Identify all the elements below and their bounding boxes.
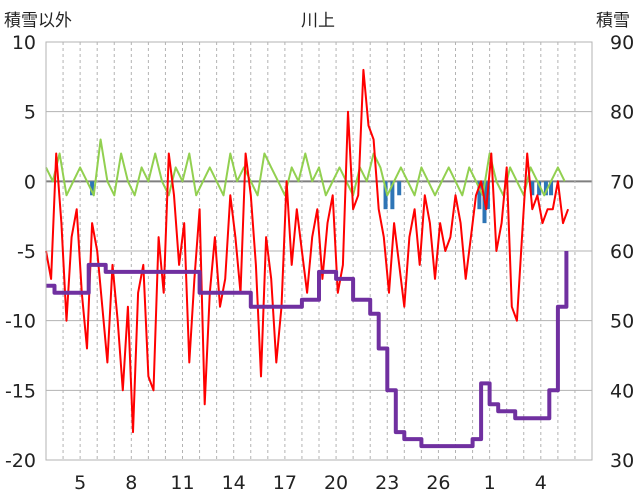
right-tick-label: 40 [610,380,634,402]
precipitation-bar [549,181,554,196]
x-tick-label: 17 [273,472,297,494]
left-tick-label: -5 [17,241,36,263]
precipitation-bar [537,181,542,196]
right-tick-label: 60 [610,241,634,263]
x-tick-label: 11 [170,472,194,494]
precipitation-bar [397,181,402,196]
precipitation-bar [390,181,395,210]
series-layer [45,68,570,449]
precipitation-bar [383,181,388,210]
precipitation-bar [530,181,535,196]
right-tick-label: 70 [610,171,634,193]
x-tick-label: 4 [535,472,547,494]
snow-depth-line [46,251,569,449]
x-tick-label: 23 [375,472,399,494]
x-tick-label: 26 [426,472,450,494]
precipitation-bar [90,181,95,196]
left-axis-ticks: 10 5 0 -5 -10 -15 -20 [5,32,36,472]
left-tick-label: -10 [5,311,36,333]
left-tick-label: -15 [5,380,36,402]
x-tick-label: 8 [125,472,137,494]
x-tick-label: 20 [324,472,348,494]
x-tick-label: 5 [74,472,86,494]
left-axis-title: 積雪以外 [4,11,72,31]
right-tick-label: 90 [610,32,634,54]
chart-title: 川上 [301,11,335,31]
x-tick-label: 1 [484,472,496,494]
wind-line [45,138,566,197]
left-tick-label: 0 [24,171,36,193]
right-axis-ticks: 90 80 70 60 50 40 30 [610,32,634,472]
precipitation-bar [477,181,482,210]
right-tick-label: 80 [610,102,634,124]
temperature-line [45,68,570,434]
precipitation-bar [543,181,548,196]
right-axis-title: 積雪 [596,11,630,31]
right-tick-label: 30 [610,450,634,472]
right-tick-label: 50 [610,311,634,333]
x-tick-label: 14 [222,472,246,494]
left-tick-label: 5 [24,102,36,124]
x-axis-ticks: 5 8 11 14 17 20 23 26 1 4 [74,472,547,494]
left-tick-label: 10 [12,32,36,54]
left-tick-label: -20 [5,450,36,472]
plot-frame [45,41,593,461]
